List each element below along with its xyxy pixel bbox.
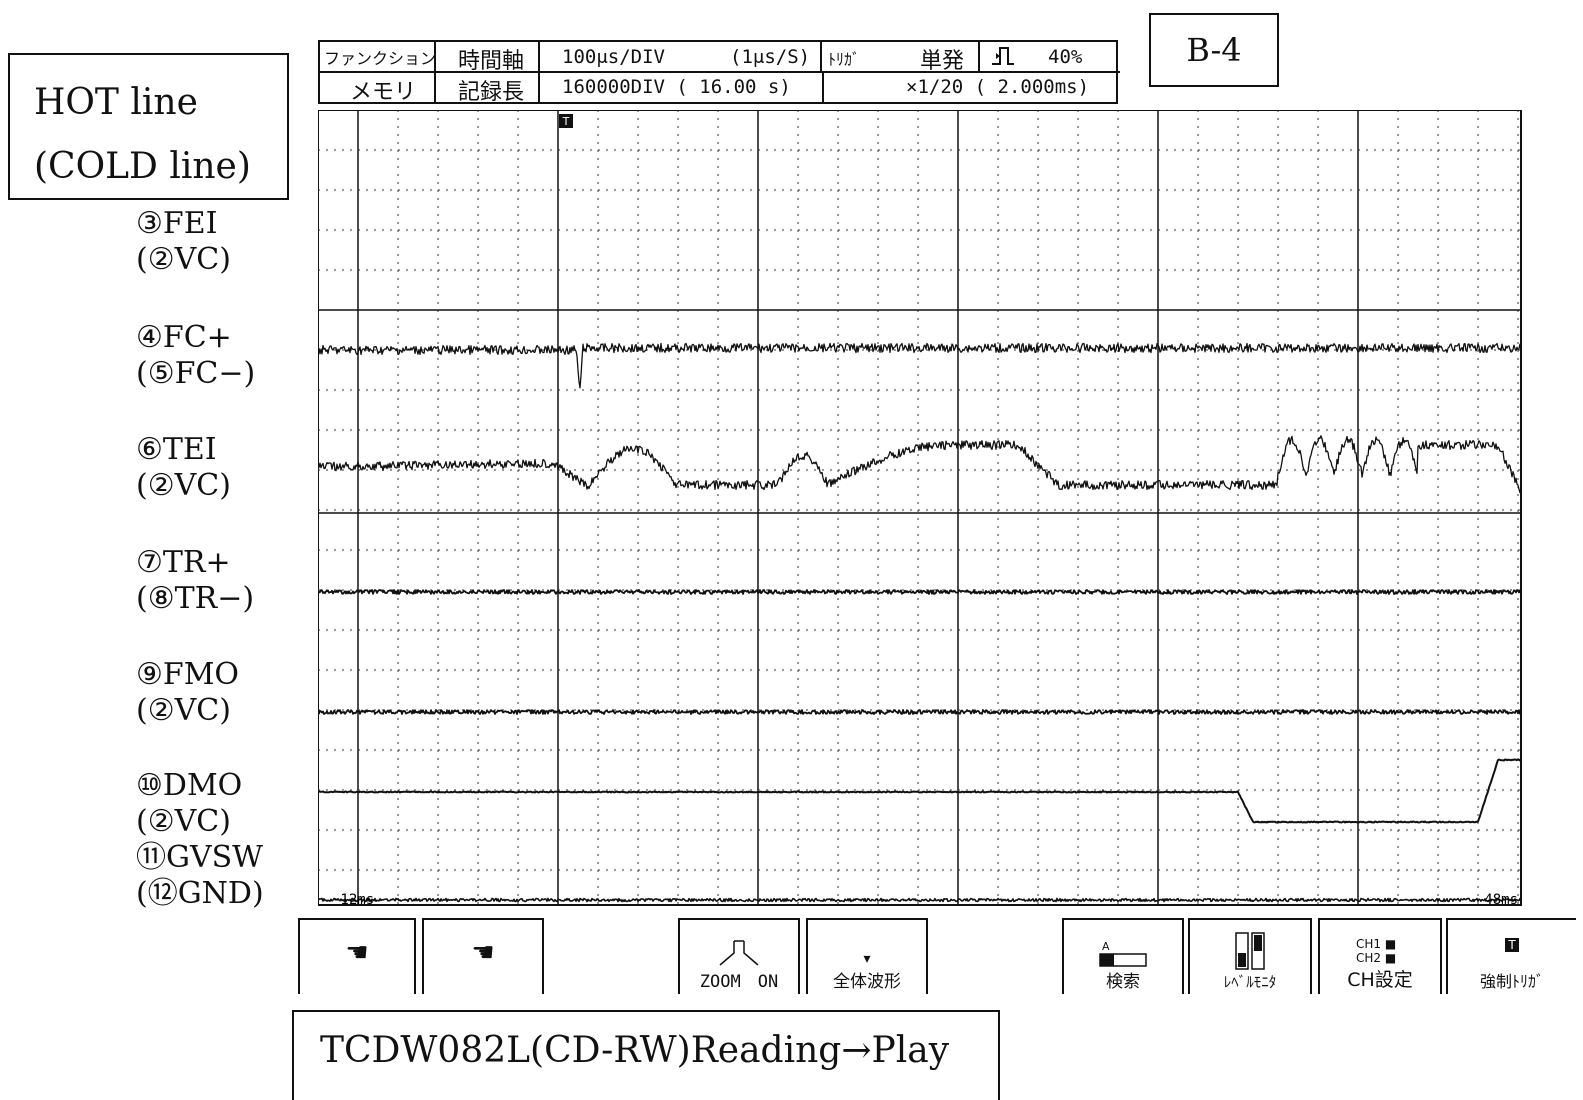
- time-start-label: -12ms: [332, 892, 374, 908]
- trigger-edge-icon[interactable]: [990, 44, 1016, 73]
- cold-line-label: (COLD line): [34, 146, 251, 187]
- trigger-position[interactable]: 40%: [1048, 46, 1083, 68]
- channel-name: ⑥TEI: [136, 432, 217, 467]
- search-button[interactable]: A 検索: [1062, 918, 1184, 994]
- full-waveform-button[interactable]: ▾ 全体波形: [806, 918, 928, 994]
- channel-name: ⑦TR+: [136, 545, 231, 580]
- chevron-down-icon: ▾: [863, 951, 871, 967]
- channel-name: ④FC+: [136, 320, 232, 355]
- search-bar-icon: [1099, 953, 1147, 967]
- channel-label-4: ⑦TR+ (⑧TR−): [136, 545, 254, 617]
- level-monitor-button[interactable]: ﾚﾍﾞﾙﾓﾆﾀ: [1188, 918, 1312, 994]
- channel-label-6: ⑩DMO (②VC) ⑪GVSW (⑫GND): [136, 768, 264, 912]
- ch-setting-button[interactable]: CH1 ■ CH2 ■ CH設定: [1318, 918, 1442, 994]
- hot-line-label: HOT line: [34, 82, 198, 123]
- channel-label-3: ⑥TEI (②VC): [136, 432, 231, 504]
- function-value[interactable]: メモリ: [350, 80, 417, 105]
- scope-traces: [318, 344, 1522, 903]
- channel-name: ⑪GVSW: [136, 840, 264, 875]
- record-value[interactable]: 160000DIV ( 16.00 s): [562, 76, 791, 98]
- scope-header: ファンクション メモリ 時間軸 記録長 100μs/DIV (1μs/S) 16…: [318, 40, 1120, 105]
- channel-name: ⑩DMO: [136, 768, 243, 803]
- channel-ref: (②VC): [136, 804, 231, 839]
- hand-cursor-icon: ☚: [345, 938, 369, 968]
- function-label: ファンクション: [324, 49, 437, 68]
- softkey-1[interactable]: ☚: [298, 918, 416, 994]
- force-trigger-button[interactable]: T 強制ﾄﾘｶﾞ: [1446, 918, 1576, 994]
- scope-grid: [318, 110, 1522, 906]
- trigger-marker: T: [559, 114, 573, 128]
- channel-ref: (②VC): [136, 468, 231, 503]
- channel-label-5: ⑨FMO (②VC): [136, 657, 239, 729]
- record-label: 記録長: [458, 80, 525, 105]
- trigger-icon: T: [1505, 938, 1519, 952]
- channel-ref: (②VC): [136, 242, 231, 277]
- channel-ref: (⑧TR−): [136, 581, 255, 616]
- zoom-icon: [719, 940, 759, 966]
- svg-text:T: T: [562, 115, 570, 128]
- channel-label-1: ③FEI (②VC): [136, 206, 231, 278]
- channel-label-2: ④FC+ (⑤FC−): [136, 320, 255, 392]
- waveform-display[interactable]: 1234567 T -12ms 48ms: [318, 110, 1523, 915]
- softkey-2[interactable]: ☚: [422, 918, 544, 994]
- trigger-label: ﾄﾘｶﾞ: [828, 50, 861, 69]
- timebase-value[interactable]: 100μs/DIV: [562, 46, 665, 68]
- time-end-label: 48ms: [1484, 892, 1518, 908]
- channel-ref: (②VC): [136, 693, 231, 728]
- zoom-on-button[interactable]: ZOOM ON: [678, 918, 800, 994]
- channel-ref: (⑤FC−): [136, 356, 256, 391]
- trigger-mode[interactable]: 単発: [920, 49, 965, 74]
- figure-caption: TCDW082L(CD-RW)Reading→Play: [292, 1010, 1000, 1100]
- timebase-label: 時間軸: [458, 49, 525, 74]
- hot-cold-legend: HOT line (COLD line): [8, 53, 289, 200]
- hand-cursor-icon: ☚: [471, 938, 495, 968]
- panel-id: B-4: [1149, 13, 1279, 87]
- channel-ref: (⑫GND): [136, 876, 264, 911]
- level-meter-icon: [1235, 932, 1265, 970]
- sample-rate: (1μs/S): [730, 46, 811, 68]
- channel-name: ③FEI: [136, 206, 218, 241]
- zoom-ratio: ×1/20 ( 2.000ms): [906, 76, 1090, 98]
- channel-name: ⑨FMO: [136, 657, 240, 692]
